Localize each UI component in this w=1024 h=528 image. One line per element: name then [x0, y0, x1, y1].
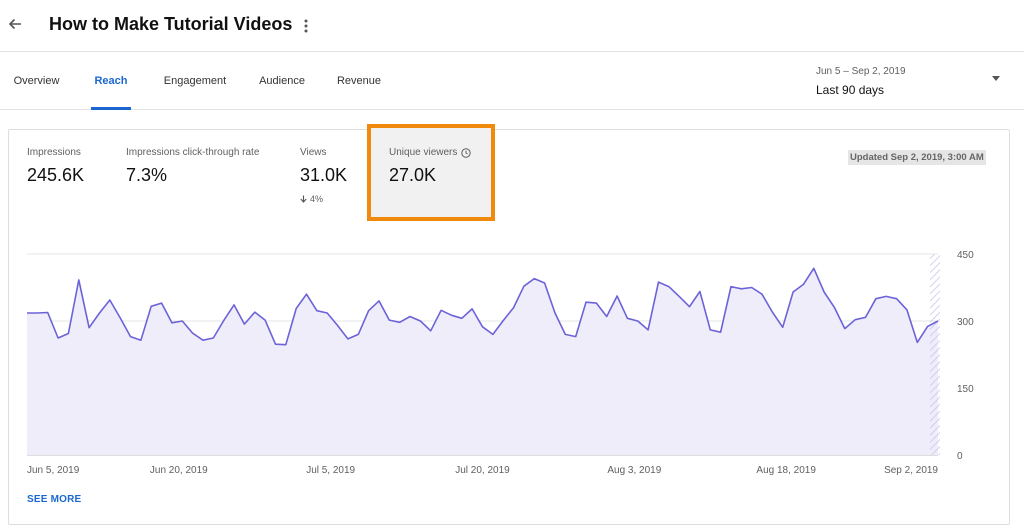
metric-label: Views — [300, 147, 327, 158]
x-tick-label: Aug 3, 2019 — [607, 465, 661, 476]
x-tick-label: Jun 20, 2019 — [150, 465, 208, 476]
tab-bar: Overview Reach Engagement Audience Reven… — [0, 52, 1024, 110]
x-tick-label: Aug 18, 2019 — [756, 465, 816, 476]
metric-views[interactable]: Views 31.0K 4% — [300, 147, 347, 204]
see-more-link[interactable]: SEE MORE — [27, 494, 82, 505]
page-header: How to Make Tutorial Videos — [0, 0, 1024, 52]
highlight-box — [367, 124, 495, 221]
x-tick-label: Jul 5, 2019 — [306, 465, 355, 476]
x-tick-label: Jul 20, 2019 — [455, 465, 510, 476]
metric-label: Impressions — [27, 147, 81, 158]
metric-ctr[interactable]: Impressions click-through rate 7.3% — [126, 147, 259, 186]
y-tick-label: 450 — [957, 250, 974, 261]
metric-label: Unique viewers — [389, 147, 458, 158]
y-tick-label: 300 — [957, 317, 974, 328]
page-title: How to Make Tutorial Videos — [49, 14, 293, 34]
date-range-selector[interactable]: Jun 5 – Sep 2, 2019 Last 90 days — [816, 66, 1006, 102]
arrow-down-icon — [300, 195, 307, 203]
series-area — [27, 268, 938, 455]
more-options-button[interactable] — [296, 14, 316, 38]
metric-label: Impressions click-through rate — [126, 147, 260, 158]
metric-value: 27.0K — [389, 165, 437, 185]
tab-overview[interactable]: Overview — [13, 75, 60, 87]
metric-change: 4% — [300, 194, 347, 204]
arrow-back-icon — [8, 18, 21, 30]
tab-reach[interactable]: Reach — [91, 52, 131, 110]
metric-impressions[interactable]: Impressions 245.6K — [27, 147, 84, 186]
series-line — [27, 267, 939, 346]
updated-badge: Updated Sep 2, 2019, 3:00 AM — [848, 150, 986, 165]
metric-value: 245.6K — [27, 165, 85, 185]
metric-value: 7.3% — [126, 165, 168, 185]
tab-engagement[interactable]: Engagement — [163, 75, 227, 87]
clock-icon — [461, 147, 472, 158]
x-tick-label: Jun 5, 2019 — [27, 465, 80, 476]
back-button[interactable] — [4, 12, 26, 36]
metric-unique-viewers[interactable]: Unique viewers 27.0K — [389, 147, 472, 186]
dropdown-caret-icon — [992, 76, 1000, 81]
more-vert-icon — [304, 19, 308, 33]
x-tick-label: Sep 2, 2019 — [884, 465, 938, 476]
metric-value: 31.0K — [300, 165, 348, 185]
y-tick-label: 150 — [957, 384, 974, 395]
date-range-text: Jun 5 – Sep 2, 2019 — [816, 66, 906, 77]
tab-revenue[interactable]: Revenue — [336, 75, 382, 87]
metric-change-value: 4% — [310, 194, 324, 204]
tab-audience[interactable]: Audience — [259, 75, 305, 87]
incomplete-data-band — [930, 254, 940, 455]
y-tick-label: 0 — [957, 451, 963, 462]
date-range-label: Last 90 days — [816, 83, 885, 97]
